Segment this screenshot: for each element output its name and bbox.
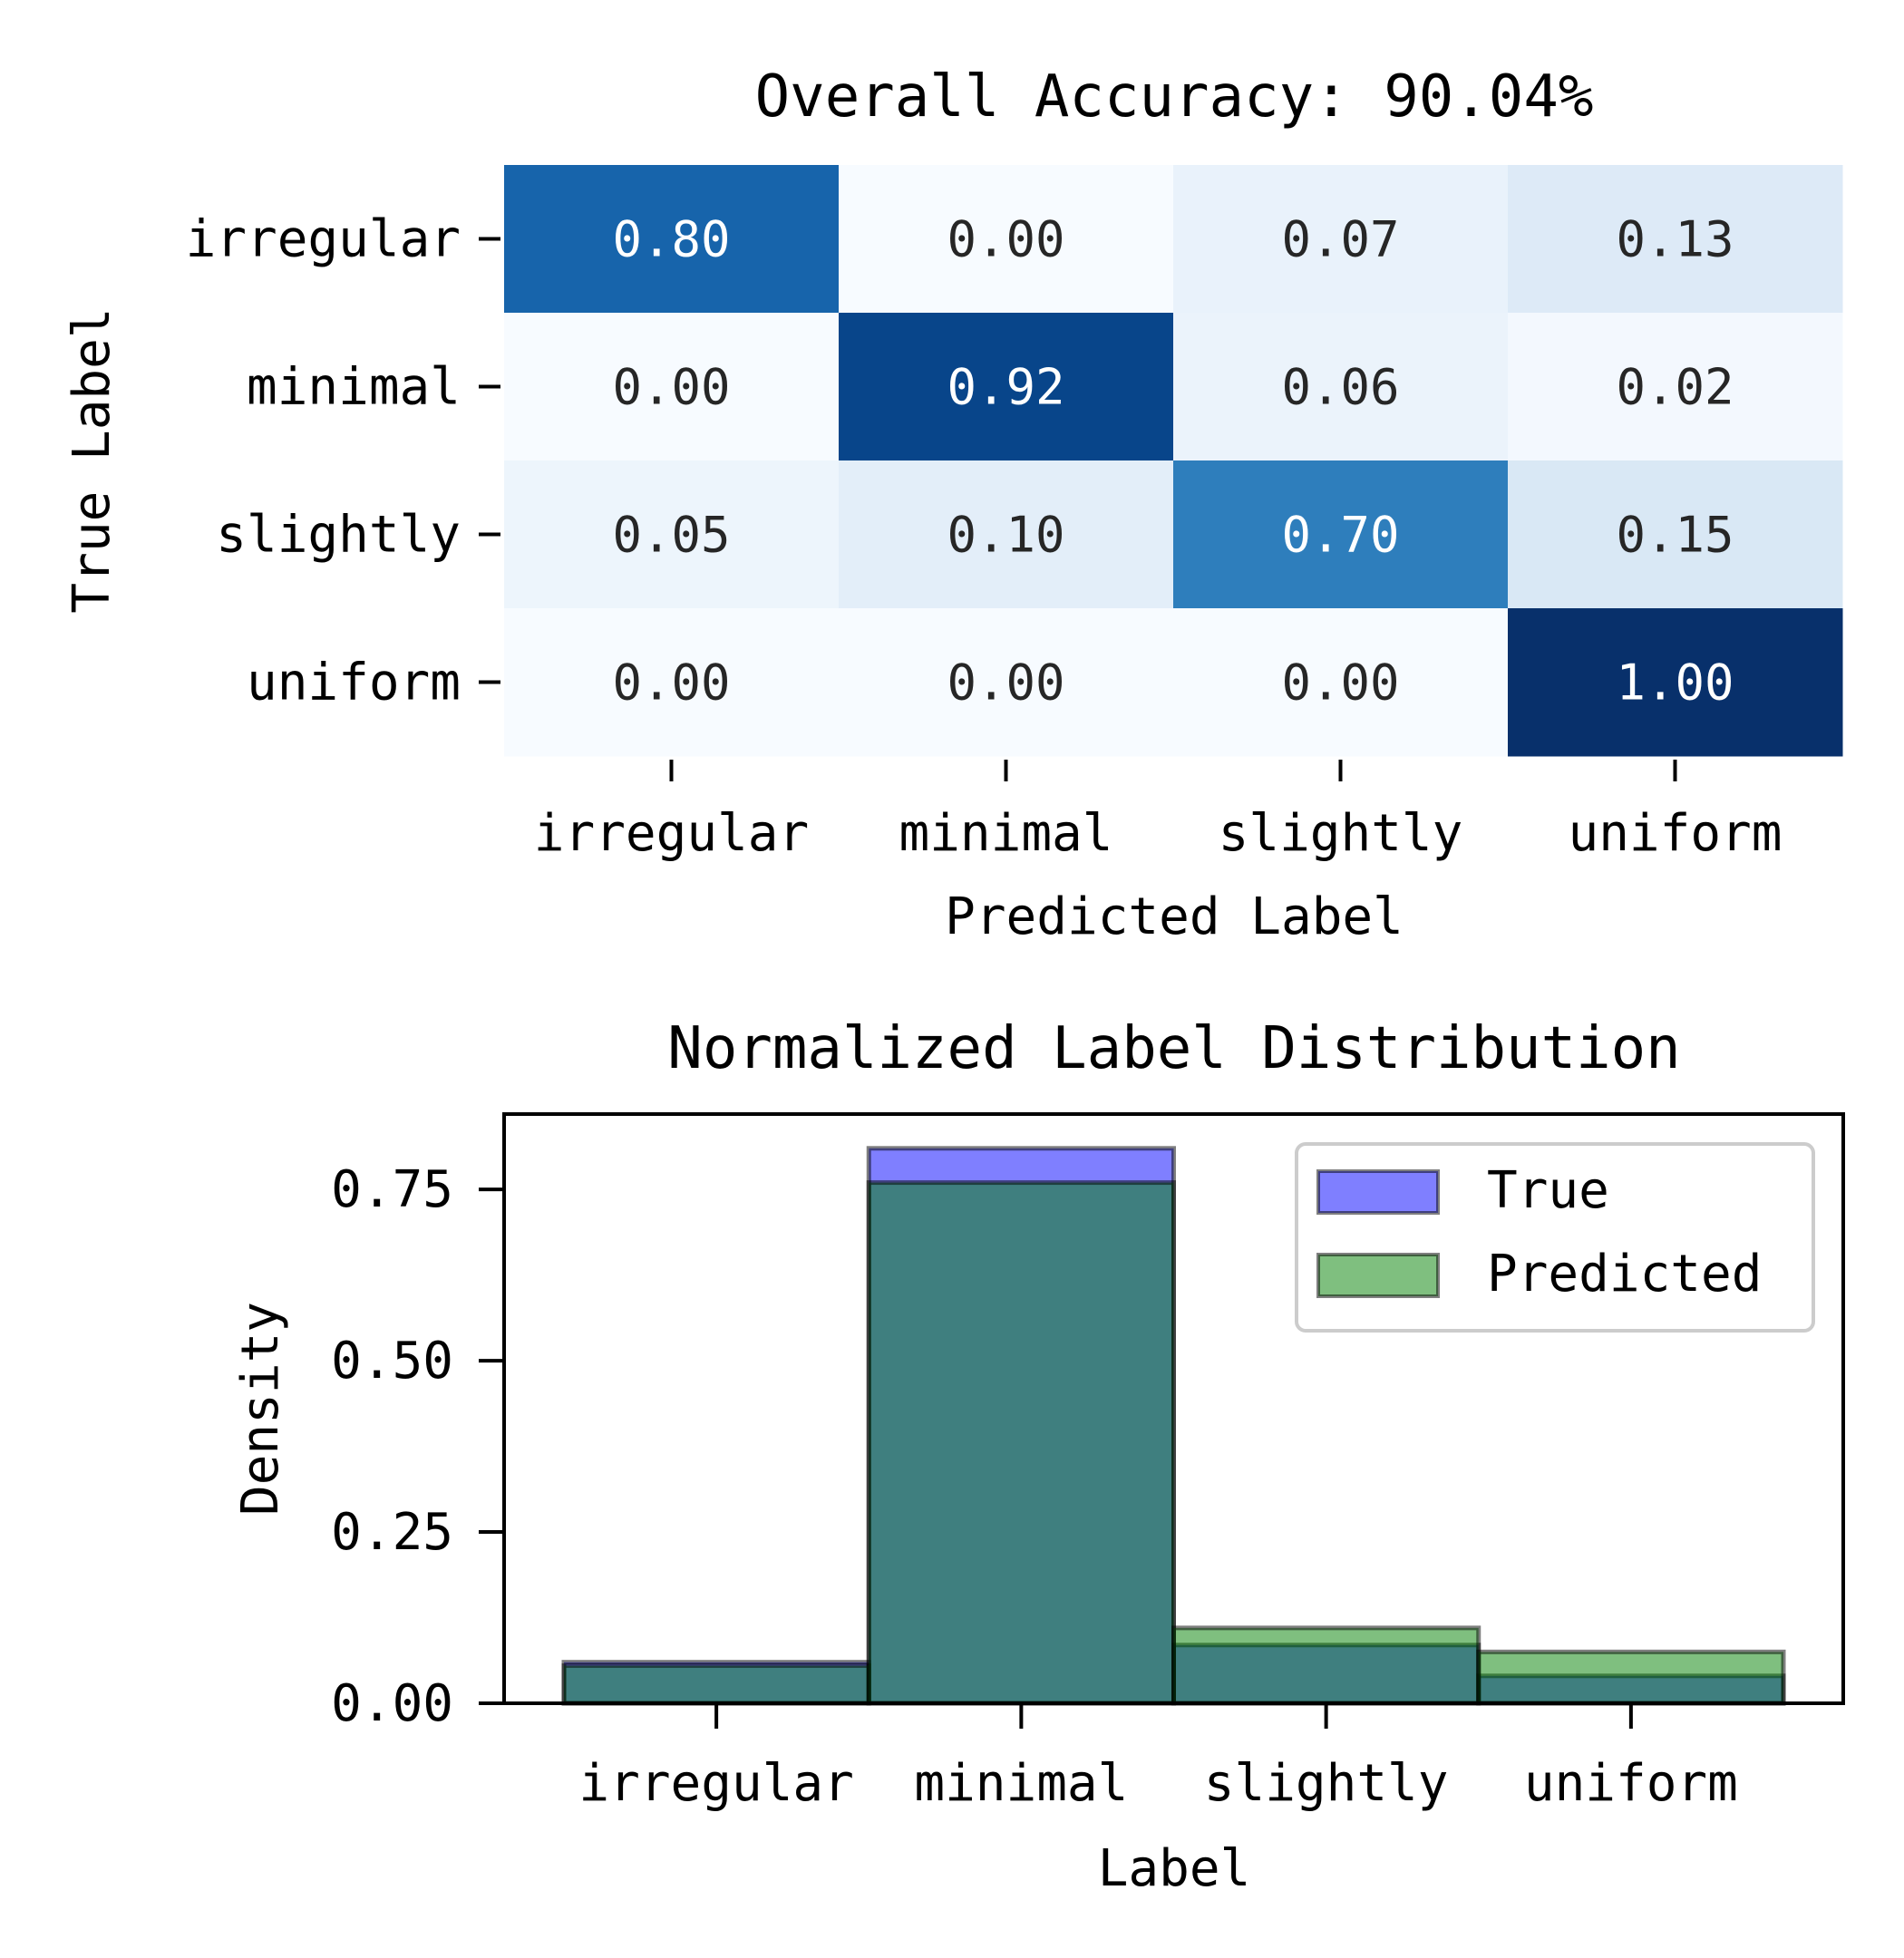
heatmap-cell-uniform-uniform: [1508, 608, 1843, 757]
histogram-y-ticks: 0.00 0.25 0.50 0.75: [331, 1160, 502, 1733]
heatmap-cells: [504, 165, 1843, 757]
histogram-y-axis-label: Density: [231, 1302, 290, 1516]
bar-predicted-minimal: [866, 1180, 1176, 1706]
heatmap-x-tick-label: uniform: [1568, 804, 1782, 863]
label-distribution-chart: Normalized Label Distribution 0.000.250.…: [231, 1015, 1845, 1898]
histogram-x-tick-label: slightly: [1204, 1754, 1449, 1813]
legend-label-true: True: [1487, 1161, 1609, 1220]
bar-predicted-irregular: [561, 1662, 871, 1706]
histogram-x-tick-label: minimal: [914, 1754, 1128, 1813]
heatmap-y-axis-label: True Label: [63, 307, 121, 613]
heatmap-cell-uniform-slightly: [1173, 608, 1509, 757]
histogram-legend: True Predicted: [1295, 1142, 1815, 1333]
heatmap-cell-label: 0.06: [1281, 359, 1399, 416]
heatmap-cell-irregular-irregular: [504, 165, 840, 314]
heatmap-cell-label: 0.10: [947, 507, 1064, 564]
histogram-x-axis-label: Label: [1098, 1839, 1251, 1898]
heatmap-cell-label: 0.00: [947, 654, 1064, 712]
bar-predicted-uniform: [1476, 1649, 1786, 1706]
histogram-x-tick-label: uniform: [1524, 1754, 1738, 1813]
histogram-y-tick-label: 0.00: [331, 1674, 453, 1733]
histogram-y-tick-label: 0.25: [331, 1503, 453, 1562]
heatmap-cell-label: 0.00: [1281, 654, 1399, 712]
heatmap-cell-minimal-minimal: [839, 313, 1174, 461]
legend-swatch-true: [1316, 1169, 1440, 1215]
heatmap-title: Overall Accuracy: 90.04%: [755, 63, 1594, 131]
heatmap-cell-minimal-irregular: [504, 313, 840, 461]
heatmap-x-tick-label: slightly: [1219, 804, 1463, 863]
heatmap-cell-irregular-slightly: [1173, 165, 1509, 314]
legend-label-predicted: Predicted: [1487, 1245, 1762, 1304]
heatmap-cell-labels: 0.80 0.00 0.07 0.13 0.00 0.92 0.06 0.02 0.05 0.10…: [612, 211, 1734, 712]
heatmap-cell-label: 0.00: [612, 654, 730, 712]
heatmap-cell-label: 1.00: [1616, 654, 1734, 712]
histogram-y-tick-label: 0.50: [331, 1332, 453, 1391]
heatmap-cell-uniform-irregular: [504, 608, 840, 757]
heatmap-cell-irregular-uniform: [1508, 165, 1843, 314]
heatmap-cell-label: 0.13: [1616, 211, 1734, 268]
heatmap-cell-label: 0.15: [1616, 507, 1734, 564]
heatmap-cell-uniform-minimal: [839, 608, 1174, 757]
heatmap-cell-label: 0.05: [612, 507, 730, 564]
heatmap-y-tick-label: irregular: [186, 210, 461, 269]
heatmap-cell-label: 0.70: [1281, 507, 1399, 564]
heatmap-cell-label: 0.92: [947, 359, 1064, 416]
histogram-title: Normalized Label Distribution: [667, 1015, 1680, 1082]
histogram-y-tick-label: 0.75: [331, 1160, 453, 1219]
heatmap-cell-minimal-slightly: [1173, 313, 1509, 461]
heatmap-cell-slightly-minimal: [839, 460, 1174, 609]
heatmap-x-tick-label: minimal: [899, 804, 1112, 863]
heatmap-y-tick-label: uniform: [247, 654, 461, 712]
bar-predicted-slightly: [1171, 1625, 1481, 1706]
heatmap-cell-minimal-uniform: [1508, 313, 1843, 461]
heatmap-cell-label: 0.00: [947, 211, 1064, 268]
heatmap-x-tick-label: irregular: [534, 804, 809, 863]
heatmap-cell-irregular-minimal: [839, 165, 1174, 314]
heatmap-y-tick-label: slightly: [216, 506, 461, 565]
histogram-x-tick-label: irregular: [578, 1754, 853, 1813]
histogram-bars: [561, 1146, 1786, 1706]
heatmap-cell-label: 0.00: [612, 359, 730, 416]
heatmap-x-axis-label: Predicted Label: [945, 887, 1404, 946]
heatmap-cell-slightly-uniform: [1508, 460, 1843, 609]
legend-swatch-predicted: [1316, 1253, 1440, 1298]
histogram-plot-frame: [502, 1112, 1845, 1705]
heatmap-cell-slightly-slightly: [1173, 460, 1509, 609]
heatmap-y-ticks: irregular minimal slightly uniform: [186, 210, 500, 712]
heatmap-cell-label: 0.02: [1616, 359, 1734, 416]
histogram-x-ticks: irregular minimal slightly uniform: [578, 1705, 1738, 1813]
heatmap-x-ticks: irregular minimal slightly uniform: [534, 760, 1783, 863]
heatmap-cell-label: 0.07: [1281, 211, 1399, 268]
heatmap-cell-slightly-irregular: [504, 460, 840, 609]
confusion-matrix: Overall Accuracy: 90.04% 0.80 0.00 0.07 0.1…: [63, 63, 1843, 946]
heatmap-cell-label: 0.80: [612, 211, 730, 268]
heatmap-y-tick-label: minimal: [247, 358, 461, 417]
